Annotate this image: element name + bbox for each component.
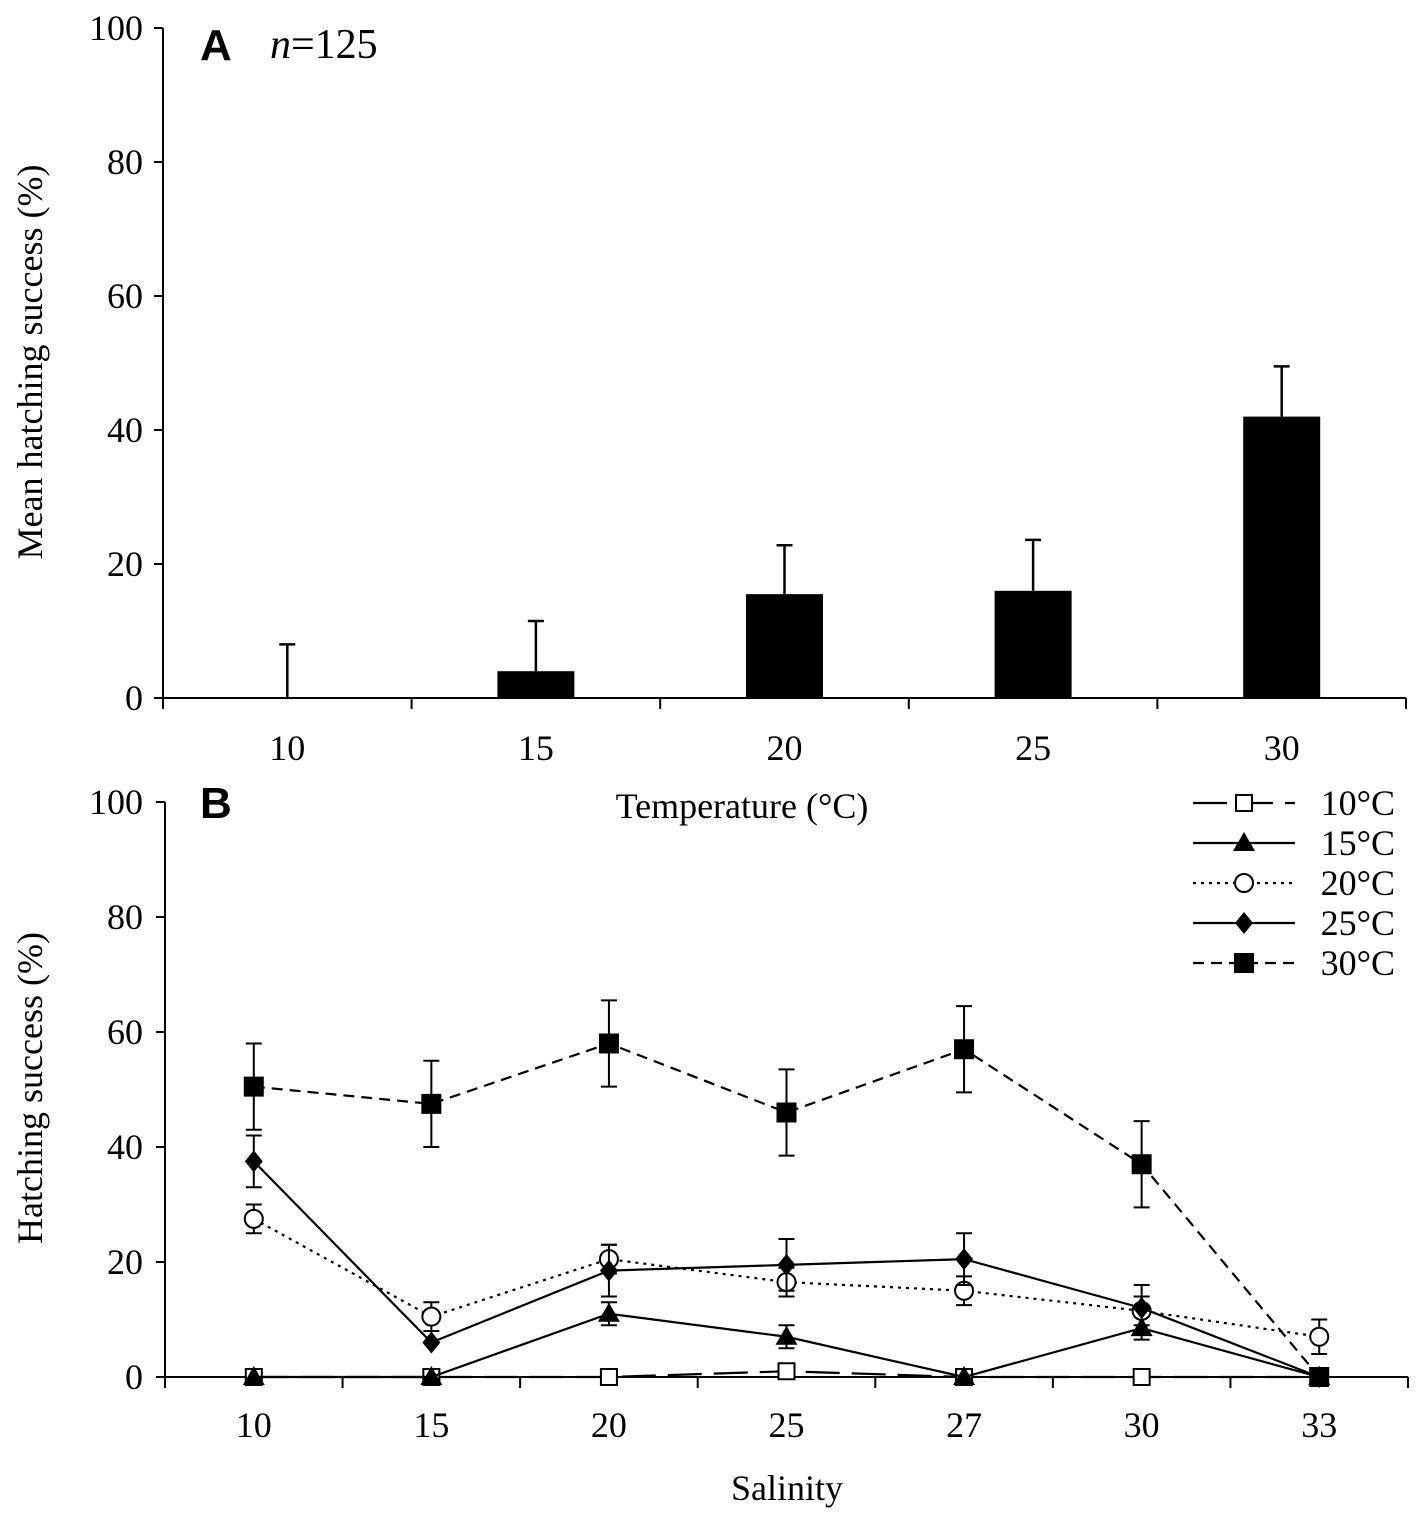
panel-b-y-tick-label: 20 [107, 1242, 143, 1282]
legend-marker [1235, 912, 1253, 934]
panel-a-x-tick-label: 10 [269, 728, 305, 768]
data-point [421, 1093, 442, 1114]
sample-size-label: n=125 [270, 22, 378, 68]
legend-label: 30°C [1321, 943, 1395, 983]
legend-label: 20°C [1321, 863, 1395, 903]
legend-marker [1235, 794, 1253, 812]
data-point [776, 1102, 797, 1123]
panel-b-y-tick-label: 0 [125, 1357, 143, 1397]
panel-b-x-tick-label: 20 [591, 1405, 627, 1445]
series-0 [244, 1362, 1329, 1386]
panel-a-label: A [200, 21, 232, 70]
data-point [422, 1331, 441, 1354]
panel-a-bar [1243, 416, 1321, 698]
series-4 [243, 999, 1330, 1387]
data-point [1309, 1326, 1330, 1347]
panel-a-x-tick-label: 30 [1264, 728, 1300, 768]
panel-a-x-tick-label: 20 [767, 728, 803, 768]
panel-a-y-axis-title: Mean hatching success (%) [10, 165, 50, 560]
panel-b-y-axis-title: Hatching success (%) [10, 932, 50, 1244]
legend-item: 15°C [1193, 823, 1395, 863]
panel-a-y-tick-label: 60 [107, 276, 143, 316]
data-point [244, 1150, 263, 1173]
data-point [243, 1208, 264, 1229]
panel-b-y-tick-label: 80 [107, 897, 143, 937]
panel-b-x-tick-label: 10 [236, 1405, 272, 1445]
data-point [599, 1368, 618, 1386]
panel-a-y-tick-label: 20 [107, 544, 143, 584]
legend-marker [1233, 832, 1255, 851]
panel-a-y-tick-label: 0 [125, 678, 143, 718]
panel-a-bar [497, 671, 575, 698]
panel-a-x-axis-title: Temperature (°C) [616, 786, 869, 826]
legend-label: 10°C [1321, 783, 1395, 823]
legend-item: 20°C [1193, 863, 1395, 903]
data-point [955, 1248, 974, 1271]
data-point [1132, 1297, 1151, 1319]
data-point [599, 1259, 618, 1282]
data-point [243, 1076, 264, 1097]
series-3 [244, 1134, 1329, 1388]
data-point [1132, 1368, 1151, 1386]
panel-a-y-tick-label: 80 [107, 142, 143, 182]
data-point [777, 1253, 796, 1276]
panel-b-x-axis-title: Salinity [731, 1468, 843, 1508]
data-point [421, 1306, 442, 1327]
panel-b-x-tick-label: 25 [769, 1405, 805, 1445]
legend-item: 10°C [1193, 783, 1395, 823]
panel-b-y-tick-label: 100 [89, 782, 143, 822]
panel-b-legend: 10°C15°C20°C25°C30°C [1193, 783, 1395, 983]
legend-marker [1234, 953, 1254, 973]
panel-a-bar [746, 594, 823, 698]
panel-b-label: B [200, 779, 232, 828]
data-point [777, 1362, 796, 1381]
panel-a-x-tick-label: 25 [1015, 728, 1051, 768]
panel-b-y-tick-label: 40 [107, 1127, 143, 1167]
panel-b-y-tick-label: 60 [107, 1012, 143, 1052]
panel-a-x-tick-label: 15 [518, 728, 554, 768]
legend-label: 15°C [1321, 823, 1395, 863]
legend-marker [1234, 873, 1254, 893]
panel-a-y-tick-label: 100 [89, 8, 143, 48]
data-point [1309, 1367, 1330, 1387]
data-point [242, 1366, 265, 1385]
data-point [953, 1366, 976, 1385]
sample-size-symbol: n [270, 22, 291, 68]
legend-item: 25°C [1193, 903, 1395, 943]
panel-a-y-tick-label: 40 [107, 410, 143, 450]
panel-a-bar-chart: 0 20 40 60 80 100 10 15 20 25 30 [89, 8, 1407, 768]
sample-size-value: =125 [291, 22, 378, 68]
panel-a-bar [994, 590, 1072, 698]
data-point [420, 1366, 443, 1385]
data-point [598, 1033, 619, 1054]
panel-b-line-chart: 0 20 40 60 80 100 10 15 20 25 27 30 33 [89, 782, 1409, 1445]
panel-b-x-tick-label: 27 [946, 1405, 982, 1445]
data-point [775, 1325, 798, 1345]
panel-b-x-tick-label: 15 [413, 1405, 449, 1445]
panel-b-x-tick-label: 30 [1124, 1405, 1160, 1445]
data-point [954, 1039, 975, 1060]
data-point [1131, 1154, 1152, 1175]
panel-b-x-tick-label: 33 [1301, 1405, 1337, 1445]
data-point [597, 1302, 620, 1322]
legend-item: 30°C [1193, 943, 1395, 983]
legend-label: 25°C [1321, 903, 1395, 943]
